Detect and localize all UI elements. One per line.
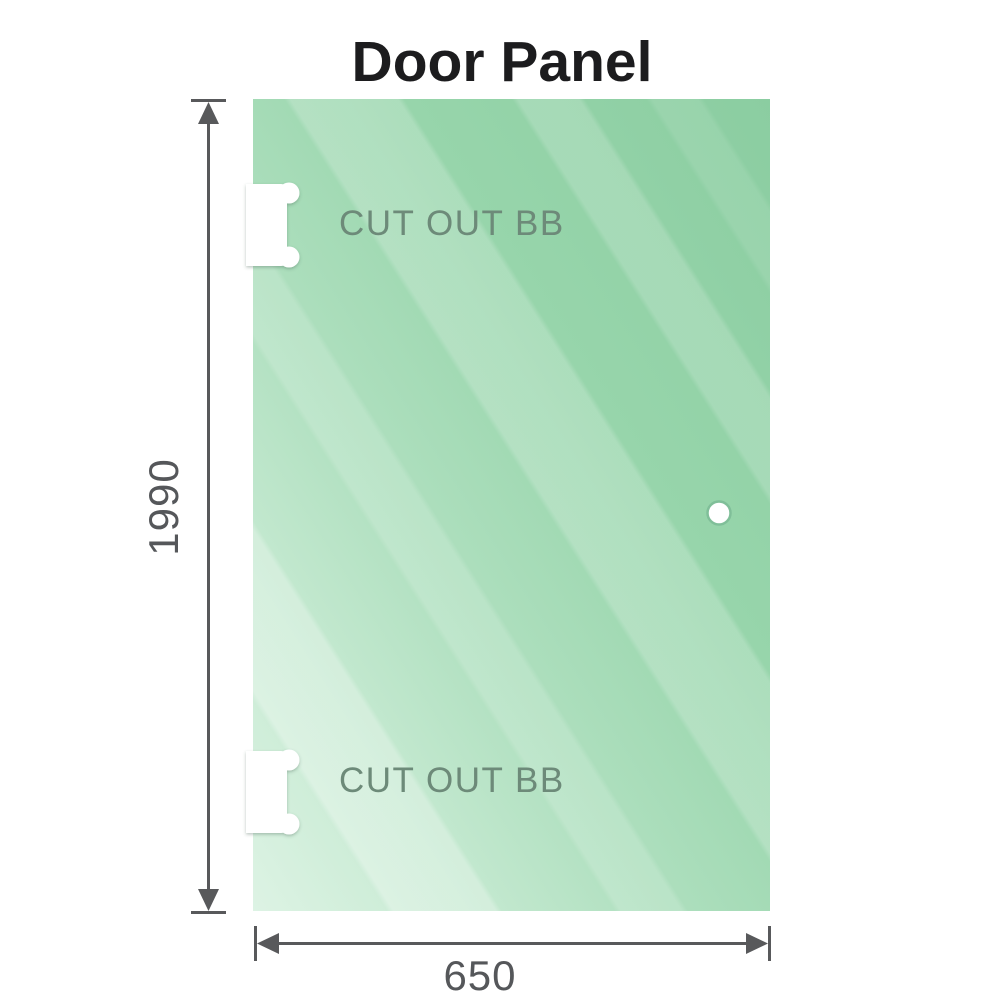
height-dimension-line: 1990 bbox=[140, 99, 226, 914]
bottom-cutout-label: CUT OUT BB bbox=[339, 761, 565, 800]
top-cutout-label: CUT OUT BB bbox=[339, 204, 565, 243]
width-dimension-label: 650 bbox=[443, 952, 516, 999]
width-dimension-line: 650 bbox=[254, 926, 771, 999]
width-arrow-right-icon bbox=[746, 933, 768, 954]
glass-reflection-streaks bbox=[253, 99, 770, 911]
bottom-hinge-cutout bbox=[246, 749, 300, 835]
height-arrow-down-icon bbox=[198, 889, 219, 911]
top-hinge-cutout bbox=[246, 182, 300, 268]
height-dimension-label: 1990 bbox=[140, 458, 187, 555]
bottom-cutout-upper-lobe bbox=[278, 749, 300, 771]
page-title: Door Panel bbox=[352, 30, 653, 94]
height-arrow-up-icon bbox=[198, 102, 219, 124]
handle-hole bbox=[706, 500, 732, 526]
top-cutout-upper-lobe bbox=[278, 182, 300, 204]
top-cutout-lower-lobe bbox=[278, 246, 300, 268]
width-arrow-left-icon bbox=[257, 933, 279, 954]
glass-panel bbox=[253, 99, 770, 911]
bottom-cutout-lower-lobe bbox=[278, 813, 300, 835]
